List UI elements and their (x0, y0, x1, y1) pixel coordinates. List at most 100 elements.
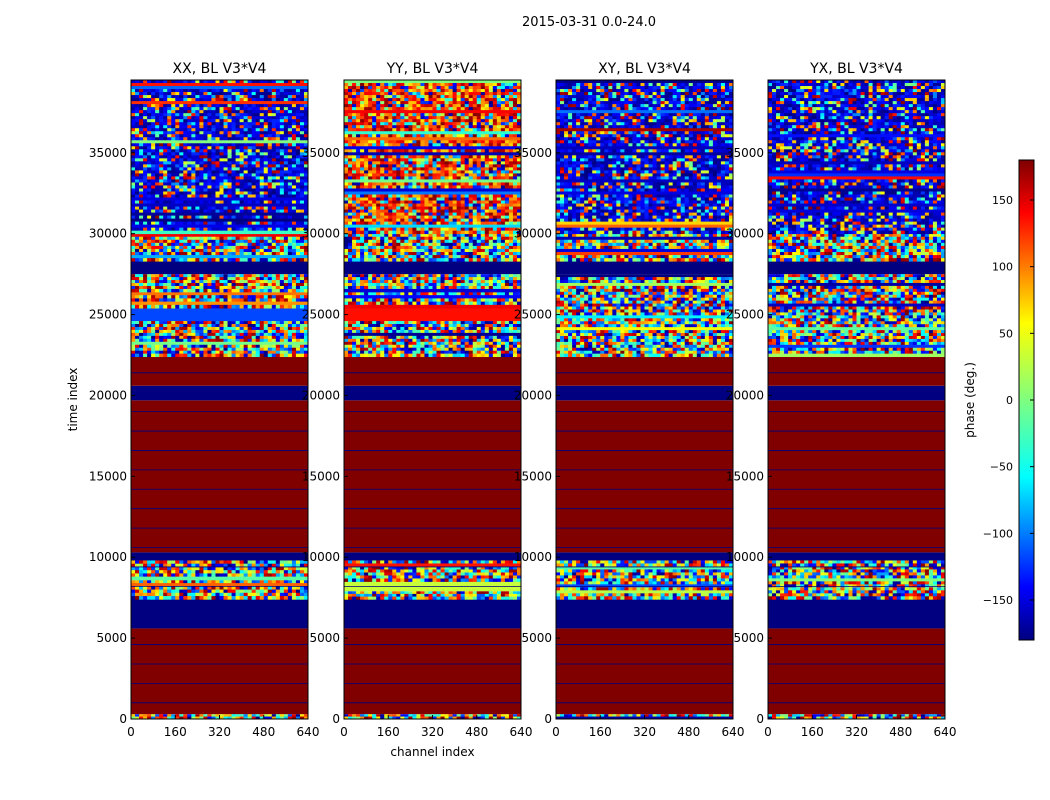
heatmap-cell (207, 570, 212, 574)
heatmap-cell (271, 295, 277, 299)
heatmap-cell (404, 560, 409, 564)
heatmap-cell (287, 283, 293, 287)
heatmap-cell (287, 350, 293, 355)
heatmap-cell (151, 155, 156, 159)
heatmap-cell (195, 714, 200, 717)
heatmap-cell (440, 714, 445, 717)
heatmap-cell (360, 569, 365, 573)
y-tick-label: 30000 (89, 227, 127, 241)
heatmap-cell (295, 95, 301, 99)
heatmap-cell (428, 578, 433, 582)
heatmap-cell (167, 83, 172, 87)
heatmap-cell (295, 152, 301, 156)
heatmap-cell (223, 245, 228, 250)
heatmap-cell (171, 344, 176, 349)
heatmap-cell (247, 239, 253, 244)
heatmap-cell (275, 335, 281, 340)
heatmap-cell (199, 329, 204, 334)
heatmap-cell (299, 341, 305, 346)
heatmap-cell (235, 194, 241, 198)
heatmap-cell (295, 107, 301, 111)
heatmap-cell (227, 149, 232, 153)
heatmap-cell (139, 295, 144, 299)
heatmap-cell (255, 248, 261, 253)
heatmap-cell (291, 191, 297, 195)
heatmap-cell (171, 291, 176, 296)
heatmap-cell (231, 579, 236, 584)
heatmap-cell (283, 224, 289, 229)
heatmap-cell (155, 86, 160, 90)
heatmap-cell (131, 215, 136, 220)
heatmap-cell (287, 152, 293, 156)
heatmap-cell (187, 206, 192, 210)
heatmap-cell (187, 288, 192, 293)
heatmap-cell (283, 203, 289, 207)
heatmap-cell (291, 164, 297, 168)
heatmap-cell (380, 714, 385, 717)
heatmap-cell (195, 176, 200, 180)
heatmap-cell (183, 134, 188, 138)
heatmap-cell (191, 298, 196, 303)
heatmap-cell (239, 252, 245, 256)
heatmap-cell (155, 280, 160, 284)
heatmap-cell (263, 258, 269, 262)
heatmap-cell (239, 596, 245, 600)
heatmap-cell (299, 197, 305, 201)
heatmap-cell (199, 134, 204, 138)
heatmap-cell (488, 563, 494, 567)
heatmap-cell (243, 167, 249, 171)
heatmap-cell (239, 173, 245, 177)
heatmap-cell (203, 295, 208, 299)
heatmap-cell (179, 280, 184, 284)
heatmap-cell (159, 116, 164, 120)
heatmap-cell (275, 155, 281, 159)
heatmap-cell (175, 176, 180, 180)
heatmap-cell (279, 149, 285, 153)
heatmap-cell (484, 324, 490, 328)
heatmap-cell (223, 95, 228, 99)
heatmap-cell (191, 258, 196, 262)
heatmap-cell (432, 560, 437, 564)
heatmap-cell (476, 714, 482, 717)
heatmap-cell (251, 203, 257, 207)
heatmap-cell (287, 304, 293, 309)
heatmap-cell (291, 560, 297, 565)
heatmap-cell (163, 119, 168, 123)
heatmap-cell (195, 560, 200, 565)
heatmap-cell (239, 146, 245, 150)
heatmap-cell (215, 128, 220, 132)
heatmap-cell (147, 324, 152, 328)
heatmap-cell (199, 283, 204, 287)
heatmap-cell (167, 563, 172, 568)
heatmap-cell (279, 258, 285, 262)
heatmap-cell (227, 209, 232, 213)
heatmap-cell (227, 560, 232, 565)
heatmap-cell (139, 248, 144, 253)
heatmap-cell (271, 298, 277, 303)
heatmap-cell (235, 146, 241, 150)
heatmap-cell (251, 167, 257, 171)
heatmap-cell (235, 321, 241, 325)
heatmap-cell (203, 86, 208, 90)
heatmap-cell (207, 164, 212, 168)
heatmap-cell (147, 326, 152, 331)
heatmap-cell (255, 179, 261, 183)
heatmap-cell (171, 110, 176, 114)
heatmap-cell (227, 335, 232, 340)
heatmap-cell (199, 714, 204, 717)
heatmap-cell (299, 92, 305, 96)
heatmap-cell (416, 714, 421, 717)
heatmap-cell (235, 592, 241, 597)
heatmap-cell (219, 335, 224, 340)
heatmap-cell (231, 209, 236, 213)
heatmap-cell (219, 98, 224, 102)
heatmap-cell (231, 227, 236, 232)
heatmap-cell (275, 560, 281, 565)
heatmap-cell (207, 576, 212, 581)
heatmap-cell (155, 338, 160, 343)
heatmap-cell (203, 576, 208, 581)
heatmap-cell (151, 170, 156, 174)
heatmap-cell (219, 347, 224, 352)
heatmap-cell (171, 107, 176, 111)
heatmap-cell (187, 200, 192, 204)
